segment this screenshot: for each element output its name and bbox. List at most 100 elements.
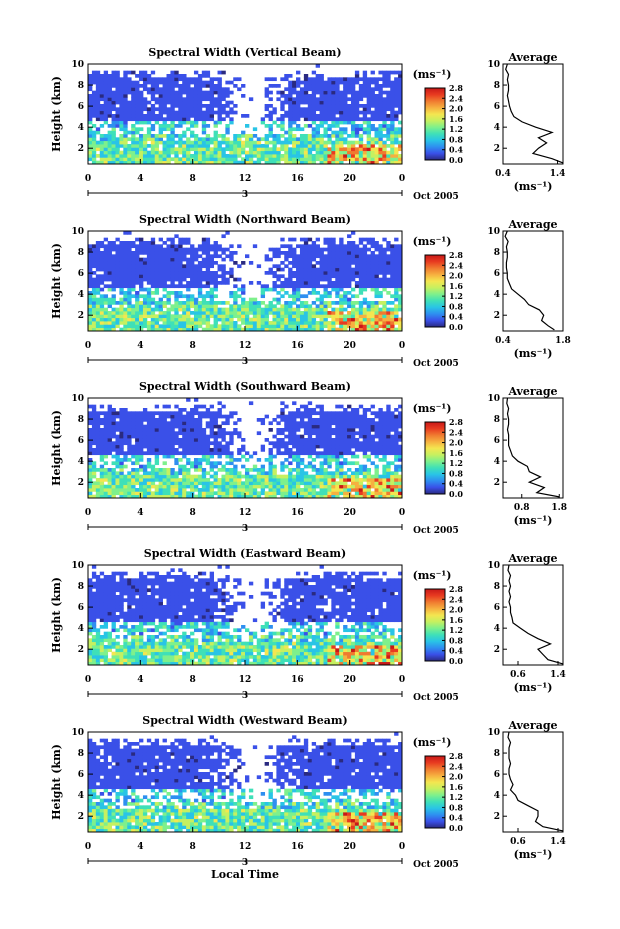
x-tick-label: 8	[190, 842, 196, 852]
x-tick-label: 0	[85, 842, 91, 852]
x-tick-label: 20	[343, 675, 356, 685]
colorbar-tick-label: 1.6	[449, 782, 463, 792]
average-profile-line	[505, 63, 564, 164]
colorbar-tick-label: 1.2	[449, 124, 463, 134]
colorbar	[424, 254, 446, 328]
colorbar-tick-label: 0.8	[449, 802, 463, 812]
panel-title: Spectral Width (Southward Beam)	[139, 380, 351, 393]
colorbar-tick-label: 0.4	[449, 479, 463, 489]
average-title: Average	[507, 719, 557, 732]
average-y-tick-label: 8	[494, 749, 500, 759]
colorbar-tick-label: 2.8	[449, 417, 463, 427]
x-tick-label: 8	[190, 508, 196, 518]
colorbar-unit: (ms⁻¹)	[413, 68, 452, 81]
x-tick-label: 12	[239, 842, 252, 852]
colorbar-tick-label: 2.4	[449, 761, 463, 771]
y-tick-label: 2	[78, 645, 84, 655]
average-x-tick-label: 0.4	[495, 169, 511, 179]
y-tick-label: 10	[71, 561, 84, 571]
colorbar-unit: (ms⁻¹)	[413, 402, 452, 415]
colorbar-unit: (ms⁻¹)	[413, 235, 452, 248]
day-label: 3	[242, 357, 248, 367]
x-tick-label: 0	[85, 675, 91, 685]
panel-5: Spectral Width (Westward Beam) 2 4 6 8 10 Heig…	[50, 714, 566, 870]
y-axis-label: Height (km)	[50, 744, 63, 820]
colorbar-tick-label: 2.8	[449, 584, 463, 594]
colorbar-tick-label: 1.2	[449, 291, 463, 301]
colorbar-tick-label: 0.4	[449, 312, 463, 322]
x-tick-label: 20	[343, 341, 356, 351]
y-axis-label: Height (km)	[50, 577, 63, 653]
colorbar-tick-label: 2.8	[449, 250, 463, 260]
colorbar-tick-label: 0.0	[449, 656, 463, 666]
x-tick-label: 20	[343, 842, 356, 852]
average-x-tick-label: 0.6	[510, 837, 526, 847]
y-tick-label: 2	[78, 311, 84, 321]
date-label: Oct 2005	[413, 192, 459, 202]
day-label: 3	[242, 691, 248, 701]
average-y-tick-label: 10	[487, 394, 500, 404]
colorbar-tick-label: 1.6	[449, 615, 463, 625]
y-tick-label: 4	[78, 624, 84, 634]
colorbar-tick-label: 0.8	[449, 134, 463, 144]
average-title: Average	[507, 385, 557, 398]
date-label: Oct 2005	[413, 359, 459, 369]
average-x-axis-label: (ms⁻¹)	[514, 180, 553, 193]
average-title: Average	[507, 51, 557, 64]
x-tick-label: 0	[399, 842, 405, 852]
panel-title: Spectral Width (Northward Beam)	[139, 213, 351, 226]
average-y-tick-label: 8	[494, 248, 500, 258]
colorbar-tick-label: 1.2	[449, 792, 463, 802]
average-profile-line	[506, 397, 560, 498]
y-tick-label: 2	[78, 478, 84, 488]
y-tick-label: 8	[78, 582, 84, 592]
panel-4: Spectral Width (Eastward Beam) 2 4 6 8 10 Heig…	[50, 547, 566, 703]
x-tick-label: 0	[399, 174, 405, 184]
average-y-tick-label: 2	[494, 311, 500, 321]
y-tick-label: 10	[71, 728, 84, 738]
average-y-tick-label: 10	[487, 60, 500, 70]
y-tick-label: 2	[78, 812, 84, 822]
average-y-tick-label: 4	[494, 123, 500, 133]
colorbar-tick-label: 2.0	[449, 772, 463, 782]
y-tick-label: 4	[78, 290, 84, 300]
average-y-tick-label: 10	[487, 561, 500, 571]
y-tick-label: 2	[78, 144, 84, 154]
colorbar-tick-label: 2.4	[449, 93, 463, 103]
average-y-tick-label: 4	[494, 791, 500, 801]
x-axis-label: Local Time	[211, 868, 279, 881]
x-tick-label: 4	[137, 508, 143, 518]
colorbar-tick-label: 2.0	[449, 104, 463, 114]
colorbar-tick-label: 2.8	[449, 751, 463, 761]
average-y-tick-label: 2	[494, 144, 500, 154]
average-x-tick-label: 1.4	[550, 169, 566, 179]
average-frame	[502, 230, 564, 332]
x-tick-label: 12	[239, 341, 252, 351]
colorbar-tick-label: 2.0	[449, 271, 463, 281]
colorbar-tick-label: 2.0	[449, 605, 463, 615]
y-tick-label: 6	[78, 603, 84, 613]
y-tick-label: 8	[78, 248, 84, 258]
colorbar-tick-label: 1.6	[449, 114, 463, 124]
y-axis-label: Height (km)	[50, 76, 63, 152]
average-x-tick-label: 0.8	[514, 503, 530, 513]
colorbar-tick-label: 0.8	[449, 301, 463, 311]
panel-title: Spectral Width (Eastward Beam)	[144, 547, 346, 560]
x-tick-label: 0	[85, 508, 91, 518]
heatmap-field	[88, 231, 403, 332]
colorbar-tick-label: 2.4	[449, 260, 463, 270]
day-label: 3	[242, 190, 248, 200]
y-tick-label: 6	[78, 269, 84, 279]
y-tick-label: 10	[71, 227, 84, 237]
x-tick-label: 0	[399, 341, 405, 351]
y-tick-label: 6	[78, 436, 84, 446]
colorbar-unit: (ms⁻¹)	[413, 569, 452, 582]
x-tick-label: 20	[343, 508, 356, 518]
average-y-tick-label: 6	[494, 102, 500, 112]
y-axis-label: Height (km)	[50, 410, 63, 486]
date-label: Oct 2005	[413, 526, 459, 536]
colorbar-tick-label: 1.2	[449, 625, 463, 635]
x-tick-label: 16	[291, 842, 304, 852]
colorbar-tick-label: 0.4	[449, 145, 463, 155]
